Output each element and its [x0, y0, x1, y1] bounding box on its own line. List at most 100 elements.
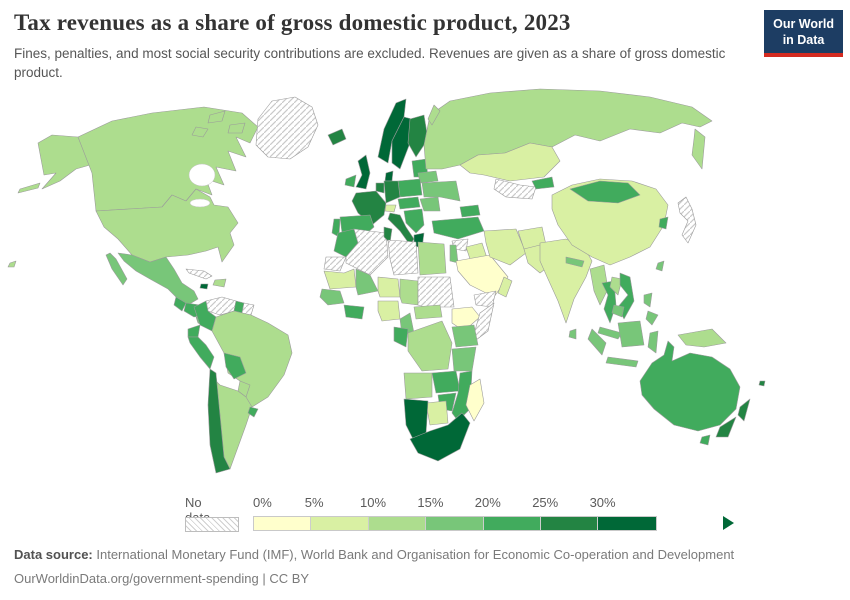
- country-greenland[interactable]: [255, 96, 319, 160]
- country-kazakhstan[interactable]: [459, 142, 561, 182]
- country-oman[interactable]: [497, 276, 513, 298]
- legend-color-segment[interactable]: [598, 517, 656, 530]
- country-aleutians[interactable]: [17, 182, 41, 194]
- country-chile[interactable]: [207, 368, 231, 474]
- legend-color-segment[interactable]: [254, 517, 312, 530]
- country-hispaniola[interactable]: [212, 278, 227, 288]
- country-java[interactable]: [605, 356, 639, 368]
- country-ethiopia[interactable]: [451, 306, 481, 332]
- country-mauritania[interactable]: [323, 268, 357, 290]
- country-arctic-island-3[interactable]: [191, 126, 209, 138]
- legend-no-data-swatch[interactable]: [185, 517, 239, 532]
- country-nigeria[interactable]: [377, 300, 401, 322]
- country-baja[interactable]: [105, 252, 128, 286]
- country-myanmar[interactable]: [589, 264, 609, 306]
- country-iceland[interactable]: [327, 128, 347, 146]
- country-austria-czech[interactable]: [397, 196, 421, 210]
- country-china[interactable]: [551, 178, 669, 266]
- country-tasmania[interactable]: [699, 434, 711, 446]
- country-kamchatka[interactable]: [691, 128, 706, 170]
- country-romania[interactable]: [419, 196, 441, 212]
- country-central-african-republic[interactable]: [413, 304, 443, 320]
- country-kyrgyz[interactable]: [531, 176, 555, 190]
- country-peru[interactable]: [187, 336, 215, 370]
- country-mali[interactable]: [355, 268, 379, 296]
- country-hawaii[interactable]: [7, 260, 17, 268]
- country-uruguay[interactable]: [247, 406, 259, 418]
- country-sulawesi[interactable]: [647, 330, 659, 354]
- country-arctic-island-1[interactable]: [207, 110, 226, 124]
- country-canada[interactable]: [77, 106, 259, 212]
- country-mongolia[interactable]: [569, 180, 641, 204]
- country-nepal[interactable]: [565, 256, 585, 268]
- owid-logo[interactable]: Our World in Data: [764, 10, 843, 58]
- country-new-guinea[interactable]: [677, 328, 727, 348]
- country-taiwan[interactable]: [655, 260, 665, 272]
- country-borneo[interactable]: [617, 320, 645, 348]
- country-uk[interactable]: [355, 154, 371, 190]
- country-congo-gabon[interactable]: [393, 326, 409, 348]
- country-ivory-ghana[interactable]: [343, 304, 365, 320]
- country-western-sahara[interactable]: [323, 256, 347, 272]
- country-france[interactable]: [351, 190, 387, 226]
- country-japan[interactable]: [677, 196, 697, 244]
- country-alaska[interactable]: [37, 134, 93, 190]
- country-fiji[interactable]: [758, 380, 766, 387]
- country-iran[interactable]: [483, 228, 527, 266]
- country-south-korea[interactable]: [658, 216, 669, 230]
- country-belarus[interactable]: [417, 170, 439, 184]
- country-cuba[interactable]: [185, 268, 213, 280]
- country-russia[interactable]: [423, 88, 713, 170]
- country-somalia[interactable]: [471, 302, 495, 344]
- country-philippines-north[interactable]: [643, 292, 653, 308]
- country-tanzania[interactable]: [451, 346, 477, 372]
- country-bolivia[interactable]: [223, 352, 247, 380]
- country-drc[interactable]: [407, 320, 453, 372]
- country-novaya-zemlya[interactable]: [427, 104, 441, 126]
- country-denmark[interactable]: [384, 170, 394, 182]
- country-switzerland[interactable]: [384, 204, 397, 213]
- country-chad[interactable]: [399, 278, 419, 306]
- country-uzbek-turkmen[interactable]: [493, 178, 537, 200]
- country-turkey[interactable]: [431, 216, 485, 240]
- country-norway[interactable]: [377, 98, 407, 164]
- country-senegal-guinea[interactable]: [319, 288, 345, 306]
- country-cambodia[interactable]: [611, 304, 625, 318]
- country-angola[interactable]: [403, 372, 433, 400]
- country-germany[interactable]: [383, 180, 401, 204]
- legend-color-segment[interactable]: [368, 517, 427, 530]
- country-ukraine[interactable]: [421, 180, 461, 202]
- country-arctic-island-2[interactable]: [227, 122, 246, 134]
- country-botswana[interactable]: [425, 400, 449, 426]
- country-ecuador[interactable]: [187, 324, 201, 338]
- country-laos[interactable]: [609, 276, 623, 296]
- country-guatemala[interactable]: [173, 296, 187, 312]
- legend-color-segment[interactable]: [311, 517, 369, 530]
- country-malaysia[interactable]: [597, 326, 623, 340]
- country-jamaica[interactable]: [199, 283, 209, 290]
- country-new-zealand-north[interactable]: [737, 398, 751, 422]
- country-new-zealand-south[interactable]: [715, 416, 737, 438]
- country-philippines-south[interactable]: [645, 310, 659, 326]
- country-ireland[interactable]: [344, 174, 357, 188]
- country-caucasus[interactable]: [459, 204, 481, 218]
- country-finland[interactable]: [407, 114, 429, 158]
- country-egypt[interactable]: [417, 241, 447, 276]
- country-libya[interactable]: [387, 239, 419, 276]
- country-sri-lanka[interactable]: [568, 328, 577, 340]
- country-sudan[interactable]: [417, 276, 455, 308]
- country-mexico[interactable]: [117, 252, 199, 306]
- country-niger[interactable]: [377, 276, 401, 298]
- country-south-africa[interactable]: [409, 412, 471, 462]
- country-sumatra[interactable]: [587, 328, 607, 356]
- country-uganda-kenya[interactable]: [451, 324, 479, 348]
- license-line[interactable]: OurWorldinData.org/government-spending |…: [14, 570, 310, 586]
- country-balkans[interactable]: [403, 208, 425, 234]
- country-madagascar[interactable]: [465, 378, 485, 422]
- legend-color-segment[interactable]: [483, 517, 541, 530]
- country-australia[interactable]: [639, 340, 741, 432]
- legend-color-segment[interactable]: [540, 517, 599, 530]
- country-benelux[interactable]: [375, 182, 385, 194]
- country-zambia[interactable]: [431, 370, 461, 394]
- country-poland[interactable]: [397, 178, 423, 198]
